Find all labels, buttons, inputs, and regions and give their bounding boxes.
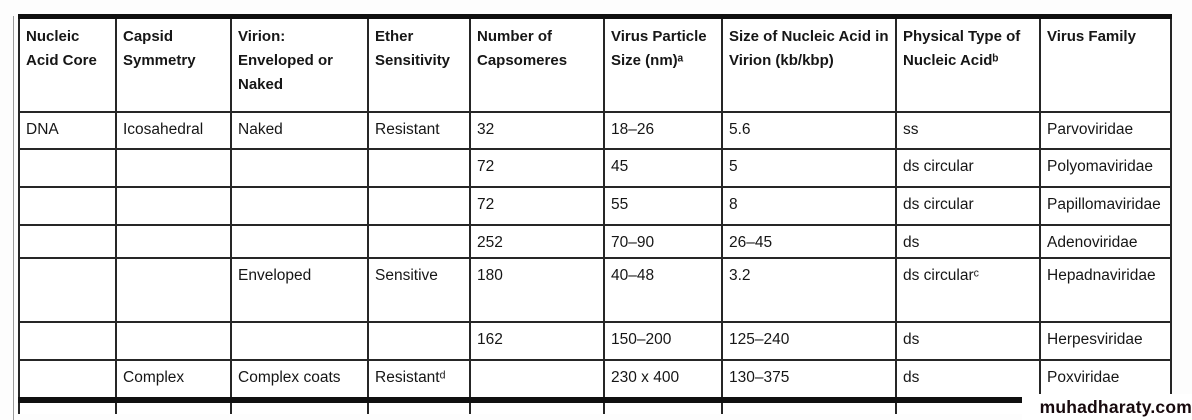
table-cell	[18, 358, 117, 403]
table-cell: ds	[895, 358, 1041, 403]
table-cell: 180	[469, 256, 605, 323]
table-cell: 3.2	[721, 256, 897, 323]
table-cell	[230, 147, 369, 188]
table-body: DNA Icosahedral Naked Resistant 32 18–26 5.6 ss…	[18, 110, 1172, 414]
table-cell: Polyomaviridae	[1039, 147, 1172, 188]
table-cell	[469, 358, 605, 403]
table-cell: Adenoviridae	[1039, 223, 1172, 259]
column-header-nucleic-acid-size: Size of Nucleic Acid in Virion (kb/kbp)	[721, 14, 897, 113]
partial-row	[18, 399, 1172, 414]
table-cell	[18, 223, 117, 259]
table-cell: 5.6	[721, 110, 897, 150]
partial-row-cell	[721, 399, 897, 414]
table-header-row: Nucleic Acid Core Capsid Symmetry Virion…	[18, 14, 1172, 113]
table-row: Enveloped Sensitive 180 40–48 3.2 ds circular…	[18, 256, 1172, 323]
table-cell	[367, 185, 471, 226]
table-cell: 8	[721, 185, 897, 226]
column-header-virus-particle-size: Virus Particle Size (nm)ᵃ	[603, 14, 723, 113]
table-cell: Naked	[230, 110, 369, 150]
table-cell	[230, 185, 369, 226]
table-cell: Complex	[115, 358, 232, 403]
table-cell: Enveloped	[230, 256, 369, 323]
table-cell: Parvoviridae	[1039, 110, 1172, 150]
dna-virus-table-container: Nucleic Acid Core Capsid Symmetry Virion…	[18, 14, 1172, 414]
table-cell: Herpesviridae	[1039, 320, 1172, 361]
table-cell	[230, 320, 369, 361]
table-cell	[18, 147, 117, 188]
column-header-capsid-symmetry: Capsid Symmetry	[115, 14, 232, 113]
table-cell: ds circular	[895, 185, 1041, 226]
table-cell: 162	[469, 320, 605, 361]
table-cell: 150–200	[603, 320, 723, 361]
table-cell: 5	[721, 147, 897, 188]
table-cell: Hepadnaviridae	[1039, 256, 1172, 323]
table-cell	[115, 223, 232, 259]
column-header-ether-sensitivity: Ether Sensitivity	[367, 14, 471, 113]
column-header-virus-family: Virus Family	[1039, 14, 1172, 113]
partial-row-cell	[895, 399, 1041, 414]
table-row: DNA Icosahedral Naked Resistant 32 18–26 5.6 ss…	[18, 110, 1172, 150]
table-cell	[18, 256, 117, 323]
table-cell: ss	[895, 110, 1041, 150]
table-cell	[18, 185, 117, 226]
column-header-number-of-capsomeres: Number of Capsomeres	[469, 14, 605, 113]
table-cell: 18–26	[603, 110, 723, 150]
column-header-virion-enveloped-or-naked: Virion: Enveloped or Naked	[230, 14, 369, 113]
table-row: 72 55 8 ds circular Papillomaviridae	[18, 185, 1172, 226]
column-header-nucleic-acid-core: Nucleic Acid Core	[18, 14, 117, 113]
table-cell: ds circularᶜ	[895, 256, 1041, 323]
table-cell	[18, 320, 117, 361]
table-cell: ds circular	[895, 147, 1041, 188]
column-header-physical-type-of-nucleic-acid: Physical Type of Nucleic Acidᵇ	[895, 14, 1041, 113]
table-cell: ds	[895, 320, 1041, 361]
table-cell: 72	[469, 185, 605, 226]
table-cell: 45	[603, 147, 723, 188]
site-watermark: muhadharaty.com	[1022, 394, 1192, 420]
table-cell	[367, 223, 471, 259]
table-cell	[115, 147, 232, 188]
table-cell: 26–45	[721, 223, 897, 259]
partial-row-cell	[115, 399, 232, 414]
table-row: 252 70–90 26–45 ds Adenoviridae	[18, 223, 1172, 259]
table-cell: Sensitive	[367, 256, 471, 323]
table-cell: 55	[603, 185, 723, 226]
dna-virus-table: Nucleic Acid Core Capsid Symmetry Virion…	[18, 14, 1172, 414]
partial-row-cell	[230, 399, 369, 414]
table-row: 162 150–200 125–240 ds Herpesviridae	[18, 320, 1172, 361]
table-cell: 32	[469, 110, 605, 150]
partial-row-cell	[469, 399, 605, 414]
table-left-double-border	[13, 16, 14, 420]
table-cell	[115, 185, 232, 226]
table-row: Complex Complex coats Resistantᵈ 230 x 400 1…	[18, 358, 1172, 403]
table-cell: 40–48	[603, 256, 723, 323]
table-cell: Complex coats	[230, 358, 369, 403]
table-cell: 252	[469, 223, 605, 259]
table-cell: DNA	[18, 110, 117, 150]
table-cell: 70–90	[603, 223, 723, 259]
table-cell: Icosahedral	[115, 110, 232, 150]
table-cell: Resistantᵈ	[367, 358, 471, 403]
table-cell: Resistant	[367, 110, 471, 150]
partial-row-cell	[18, 399, 117, 414]
partial-row-cell	[367, 399, 471, 414]
partial-row-cell	[603, 399, 723, 414]
table-cell	[367, 320, 471, 361]
table-cell: 125–240	[721, 320, 897, 361]
table-cell	[367, 147, 471, 188]
table-row: 72 45 5 ds circular Polyomaviridae	[18, 147, 1172, 188]
table-cell	[115, 320, 232, 361]
table-cell: 72	[469, 147, 605, 188]
table-cell: 130–375	[721, 358, 897, 403]
table-cell: 230 x 400	[603, 358, 723, 403]
table-cell: Papillomaviridae	[1039, 185, 1172, 226]
table-cell	[115, 256, 232, 323]
table-cell: ds	[895, 223, 1041, 259]
table-cell	[230, 223, 369, 259]
